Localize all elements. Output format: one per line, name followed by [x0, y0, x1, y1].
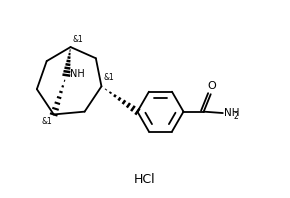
- Text: &1: &1: [104, 73, 115, 82]
- Text: &1: &1: [41, 117, 52, 126]
- Text: O: O: [207, 81, 216, 90]
- Text: NH: NH: [224, 108, 240, 118]
- Text: 2: 2: [233, 112, 238, 122]
- Text: &1: &1: [73, 35, 84, 44]
- Text: NH: NH: [70, 69, 84, 79]
- Text: HCl: HCl: [134, 172, 156, 186]
